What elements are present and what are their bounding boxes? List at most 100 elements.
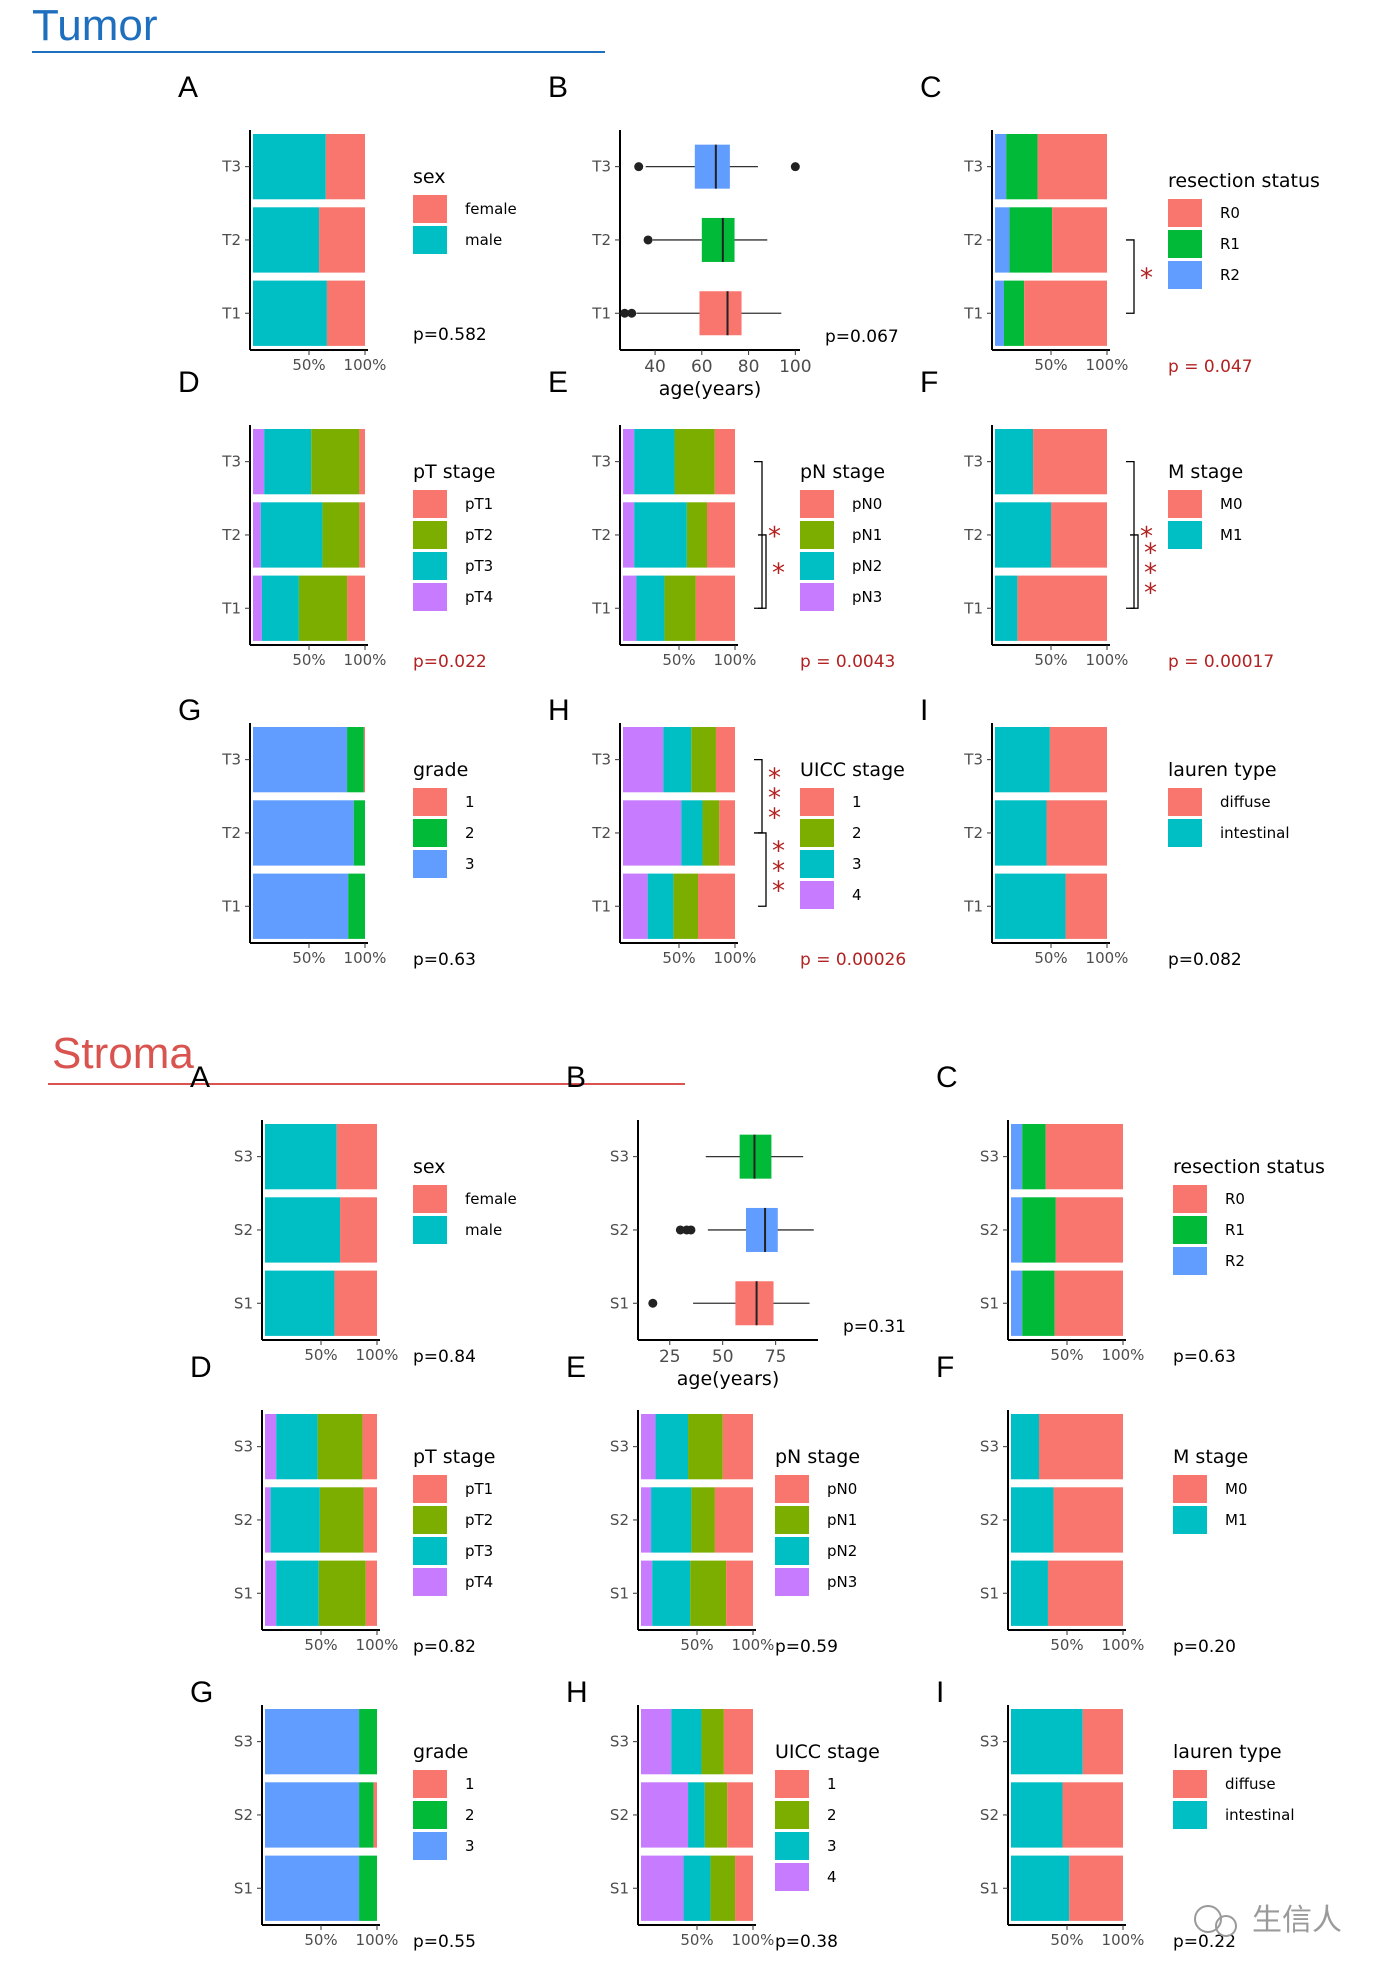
y-label-sG-S3: S3 bbox=[234, 1733, 253, 1751]
x-label-tB-100: 100 bbox=[779, 357, 811, 377]
panel-tA: A T3 T2 T1 50% 100% sex female male p=0.582 bbox=[178, 71, 517, 374]
legend-title-sG: grade bbox=[413, 1741, 468, 1763]
legend-label-tA-female: female bbox=[465, 200, 517, 218]
bar-tH-T1-3 bbox=[647, 873, 674, 939]
panel-letter-tA: A bbox=[178, 71, 198, 104]
tumor-section: Tumor bbox=[32, 1, 605, 53]
bar-sH-S3-4 bbox=[641, 1709, 672, 1775]
panel-letter-tH: H bbox=[548, 694, 570, 727]
legend-swatch-sH-3 bbox=[775, 1832, 809, 1860]
bar-sG-S3-2 bbox=[359, 1709, 377, 1775]
bar-tE-T1-pN0 bbox=[695, 575, 735, 641]
x-label-tF-50%: 50% bbox=[1034, 651, 1067, 669]
panel-letter-sI: I bbox=[936, 1676, 944, 1709]
bar-sD-S2-pT1 bbox=[363, 1487, 377, 1553]
outlier-sB-S2-0 bbox=[675, 1225, 685, 1235]
panel-tB: B T3 T2 T1 40 60 80 100 age(years) p=0.067 bbox=[548, 71, 899, 400]
bar-sI-S1-diffuse bbox=[1069, 1855, 1123, 1921]
sig-bracket-tH-1 bbox=[758, 832, 767, 907]
bar-tE-T2-pN2 bbox=[634, 502, 687, 568]
panel-letter-tB: B bbox=[548, 71, 568, 104]
bar-tD-T3-pT3 bbox=[264, 429, 312, 495]
bar-sE-S3-pN0 bbox=[722, 1414, 753, 1480]
bar-tC-T1-R2 bbox=[995, 280, 1004, 346]
bar-tC-T2-R0 bbox=[1052, 207, 1107, 273]
legend-label-sG-1: 1 bbox=[465, 1775, 475, 1793]
legend-swatch-sI-intestinal bbox=[1173, 1801, 1207, 1829]
bar-tC-T1-R0 bbox=[1024, 280, 1107, 346]
bar-tF-T3-M0 bbox=[1033, 429, 1107, 495]
panel-sC: C S3 S2 S1 50% 100% resection status R0 R1 R2 p=0.… bbox=[936, 1061, 1325, 1367]
stroma-section: Stroma bbox=[48, 1029, 685, 1085]
legend-swatch-sE-pN0 bbox=[775, 1475, 809, 1503]
wechat-icon bbox=[1194, 1905, 1222, 1933]
watermark: 生信人 bbox=[1194, 1903, 1342, 1938]
legend-label-sD-pT2: pT2 bbox=[465, 1511, 493, 1529]
x-label-sA-100%: 100% bbox=[356, 1346, 399, 1364]
bar-tI-T3-intestinal bbox=[995, 727, 1050, 793]
legend-swatch-sC-R1 bbox=[1173, 1216, 1207, 1244]
legend-label-tI-intestinal: intestinal bbox=[1220, 824, 1290, 842]
bar-tC-T3-R2 bbox=[995, 134, 1007, 200]
y-label-sA-S2: S2 bbox=[234, 1221, 253, 1239]
bar-tC-T3-R1 bbox=[1006, 134, 1038, 200]
sig-star-tF-1-1: * bbox=[1144, 559, 1157, 589]
bar-sA-S1-female bbox=[334, 1270, 377, 1336]
y-label-sA-S3: S3 bbox=[234, 1148, 253, 1166]
bar-tD-T2-pT4 bbox=[253, 502, 261, 568]
y-label-tI-T1: T1 bbox=[963, 897, 983, 915]
legend-swatch-tA-female bbox=[413, 195, 447, 223]
sig-star-tH-0-0: * bbox=[768, 763, 781, 793]
legend-title-tA: sex bbox=[413, 166, 446, 188]
legend-swatch-sC-R0 bbox=[1173, 1185, 1207, 1213]
panel-letter-sB: B bbox=[566, 1061, 586, 1094]
bar-tE-T3-pN1 bbox=[674, 429, 715, 495]
y-label-tF-T2: T2 bbox=[963, 526, 983, 544]
y-label-sE-S2: S2 bbox=[610, 1511, 629, 1529]
outlier-tB-T2-0 bbox=[643, 235, 653, 245]
bar-sA-S3-female bbox=[336, 1124, 377, 1190]
legend-label-sE-pN3: pN3 bbox=[827, 1573, 857, 1591]
bar-sC-S2-R0 bbox=[1055, 1197, 1123, 1263]
bar-sD-S1-pT1 bbox=[365, 1560, 377, 1626]
bar-tC-T1-R1 bbox=[1003, 280, 1025, 346]
box-tB-T3 bbox=[694, 144, 730, 189]
bar-tD-T2-pT2 bbox=[322, 502, 360, 568]
wechat-icon-small bbox=[1215, 1915, 1237, 1937]
legend-label-tE-pN1: pN1 bbox=[852, 526, 882, 544]
bar-sA-S2-female bbox=[340, 1197, 377, 1263]
y-label-tC-T3: T3 bbox=[963, 158, 983, 176]
bar-tE-T3-pN0 bbox=[714, 429, 735, 495]
sig-star-tE-1-0: * bbox=[772, 559, 785, 589]
y-label-sB-S1: S1 bbox=[610, 1294, 629, 1312]
bar-tC-T3-R0 bbox=[1037, 134, 1107, 200]
sig-star-tH-0-2: * bbox=[768, 803, 781, 833]
legend-label-tD-pT4: pT4 bbox=[465, 588, 493, 606]
bar-sF-S2-M1 bbox=[1011, 1487, 1054, 1553]
bar-sE-S3-pN3 bbox=[641, 1414, 656, 1480]
bar-sF-S2-M0 bbox=[1053, 1487, 1123, 1553]
legend-label-sF-M1: M1 bbox=[1225, 1511, 1248, 1529]
legend-label-sC-R0: R0 bbox=[1225, 1190, 1245, 1208]
panel-tC: C T3 T2 T1 50% 100% * resection status R0 R1 R2 p =… bbox=[920, 71, 1320, 377]
x-label-sE-50%: 50% bbox=[680, 1636, 713, 1654]
legend-swatch-tG-2 bbox=[413, 819, 447, 847]
legend-label-tF-M0: M0 bbox=[1220, 495, 1243, 513]
bar-tG-T2-3 bbox=[253, 800, 354, 866]
sig-star-tE-0-0: * bbox=[768, 522, 781, 552]
bar-tA-T3-male bbox=[253, 134, 326, 200]
bar-sD-S3-pT2 bbox=[317, 1414, 363, 1480]
panel-sI: I S3 S2 S1 50% 100% lauren type diffuse intestin… bbox=[936, 1676, 1295, 1952]
y-label-sI-S1: S1 bbox=[980, 1879, 999, 1897]
legend-title-sH: UICC stage bbox=[775, 1741, 880, 1763]
x-label-sD-100%: 100% bbox=[356, 1636, 399, 1654]
legend-swatch-sD-pT4 bbox=[413, 1568, 447, 1596]
x-label-tB-40: 40 bbox=[644, 357, 666, 377]
legend-swatch-tD-pT3 bbox=[413, 552, 447, 580]
outlier-sB-S2-2 bbox=[686, 1225, 696, 1235]
x-label-tB-60: 60 bbox=[691, 357, 713, 377]
sig-star-tH-1-2: * bbox=[772, 877, 785, 907]
box-tB-T2 bbox=[701, 217, 735, 262]
y-label-tB-T2: T2 bbox=[591, 231, 611, 249]
